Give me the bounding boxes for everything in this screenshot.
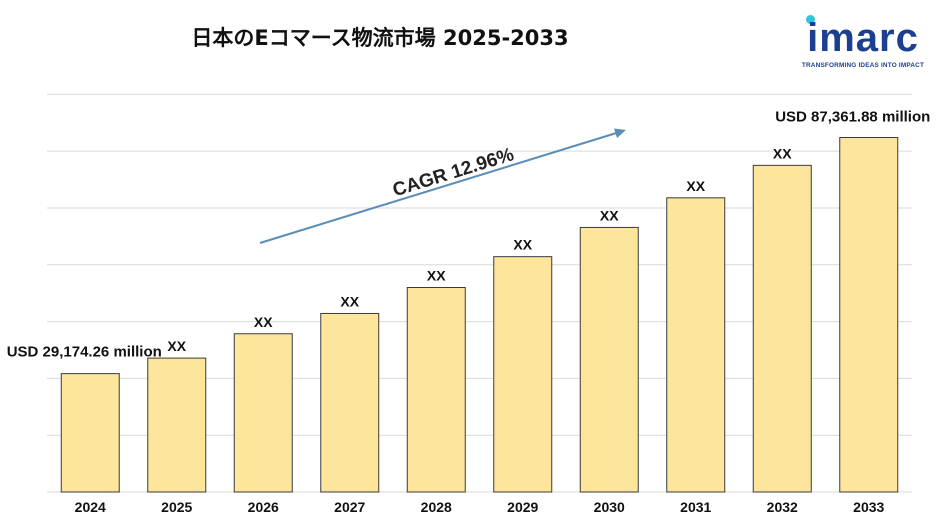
bar-2033 <box>839 137 899 493</box>
start-value-annotation: USD 29,174.26 million <box>7 344 162 361</box>
logo-wordmark: imarc <box>807 16 919 60</box>
bar-2032 <box>752 164 812 493</box>
x-tick-2031: 2031 <box>680 499 711 515</box>
x-tick-2030: 2030 <box>594 499 625 515</box>
x-tick-2024: 2024 <box>75 499 106 515</box>
data-label-2030: XX <box>600 207 619 223</box>
x-tick-2026: 2026 <box>248 499 279 515</box>
bar-2025 <box>147 357 207 493</box>
cagr-label: CAGR 12.96% <box>390 144 516 201</box>
data-label-2027: XX <box>340 293 359 309</box>
x-tick-2029: 2029 <box>507 499 538 515</box>
data-label-2032: XX <box>773 145 792 161</box>
data-label-2025: XX <box>167 338 186 354</box>
bar-2026 <box>233 333 293 493</box>
x-tick-2025: 2025 <box>161 499 192 515</box>
chart-title: 日本のEコマース物流市場 2025-2033 <box>191 26 569 50</box>
bar-2027 <box>320 312 380 493</box>
logo-dot-icon <box>806 15 815 24</box>
bar-2024 <box>60 373 120 493</box>
logo-tagline: TRANSFORMING IDEAS INTO IMPACT <box>801 62 925 69</box>
bar-2031 <box>666 197 726 493</box>
imarc-logo: imarc TRANSFORMING IDEAS INTO IMPACT <box>798 12 928 74</box>
data-label-2026: XX <box>254 314 273 330</box>
x-tick-2027: 2027 <box>334 499 365 515</box>
x-tick-2032: 2032 <box>767 499 798 515</box>
bar-2028 <box>406 286 466 493</box>
cagr-arrowhead-icon <box>614 128 626 139</box>
cagr-arrow-line <box>259 131 619 244</box>
end-value-annotation: USD 87,361.88 million <box>775 109 930 126</box>
x-tick-2028: 2028 <box>421 499 452 515</box>
data-label-2028: XX <box>427 267 446 283</box>
bar-2029 <box>493 256 553 493</box>
bars <box>60 137 899 493</box>
data-label-2031: XX <box>686 178 705 194</box>
x-tick-2033: 2033 <box>853 499 884 515</box>
data-label-2029: XX <box>513 237 532 253</box>
data-labels: XX XX XX XX XX XX XX XX <box>167 145 792 354</box>
bar-2030 <box>579 226 639 493</box>
x-axis-ticks: 2024 2025 2026 2027 2028 2029 2030 2031 2032 2033 <box>75 499 885 515</box>
